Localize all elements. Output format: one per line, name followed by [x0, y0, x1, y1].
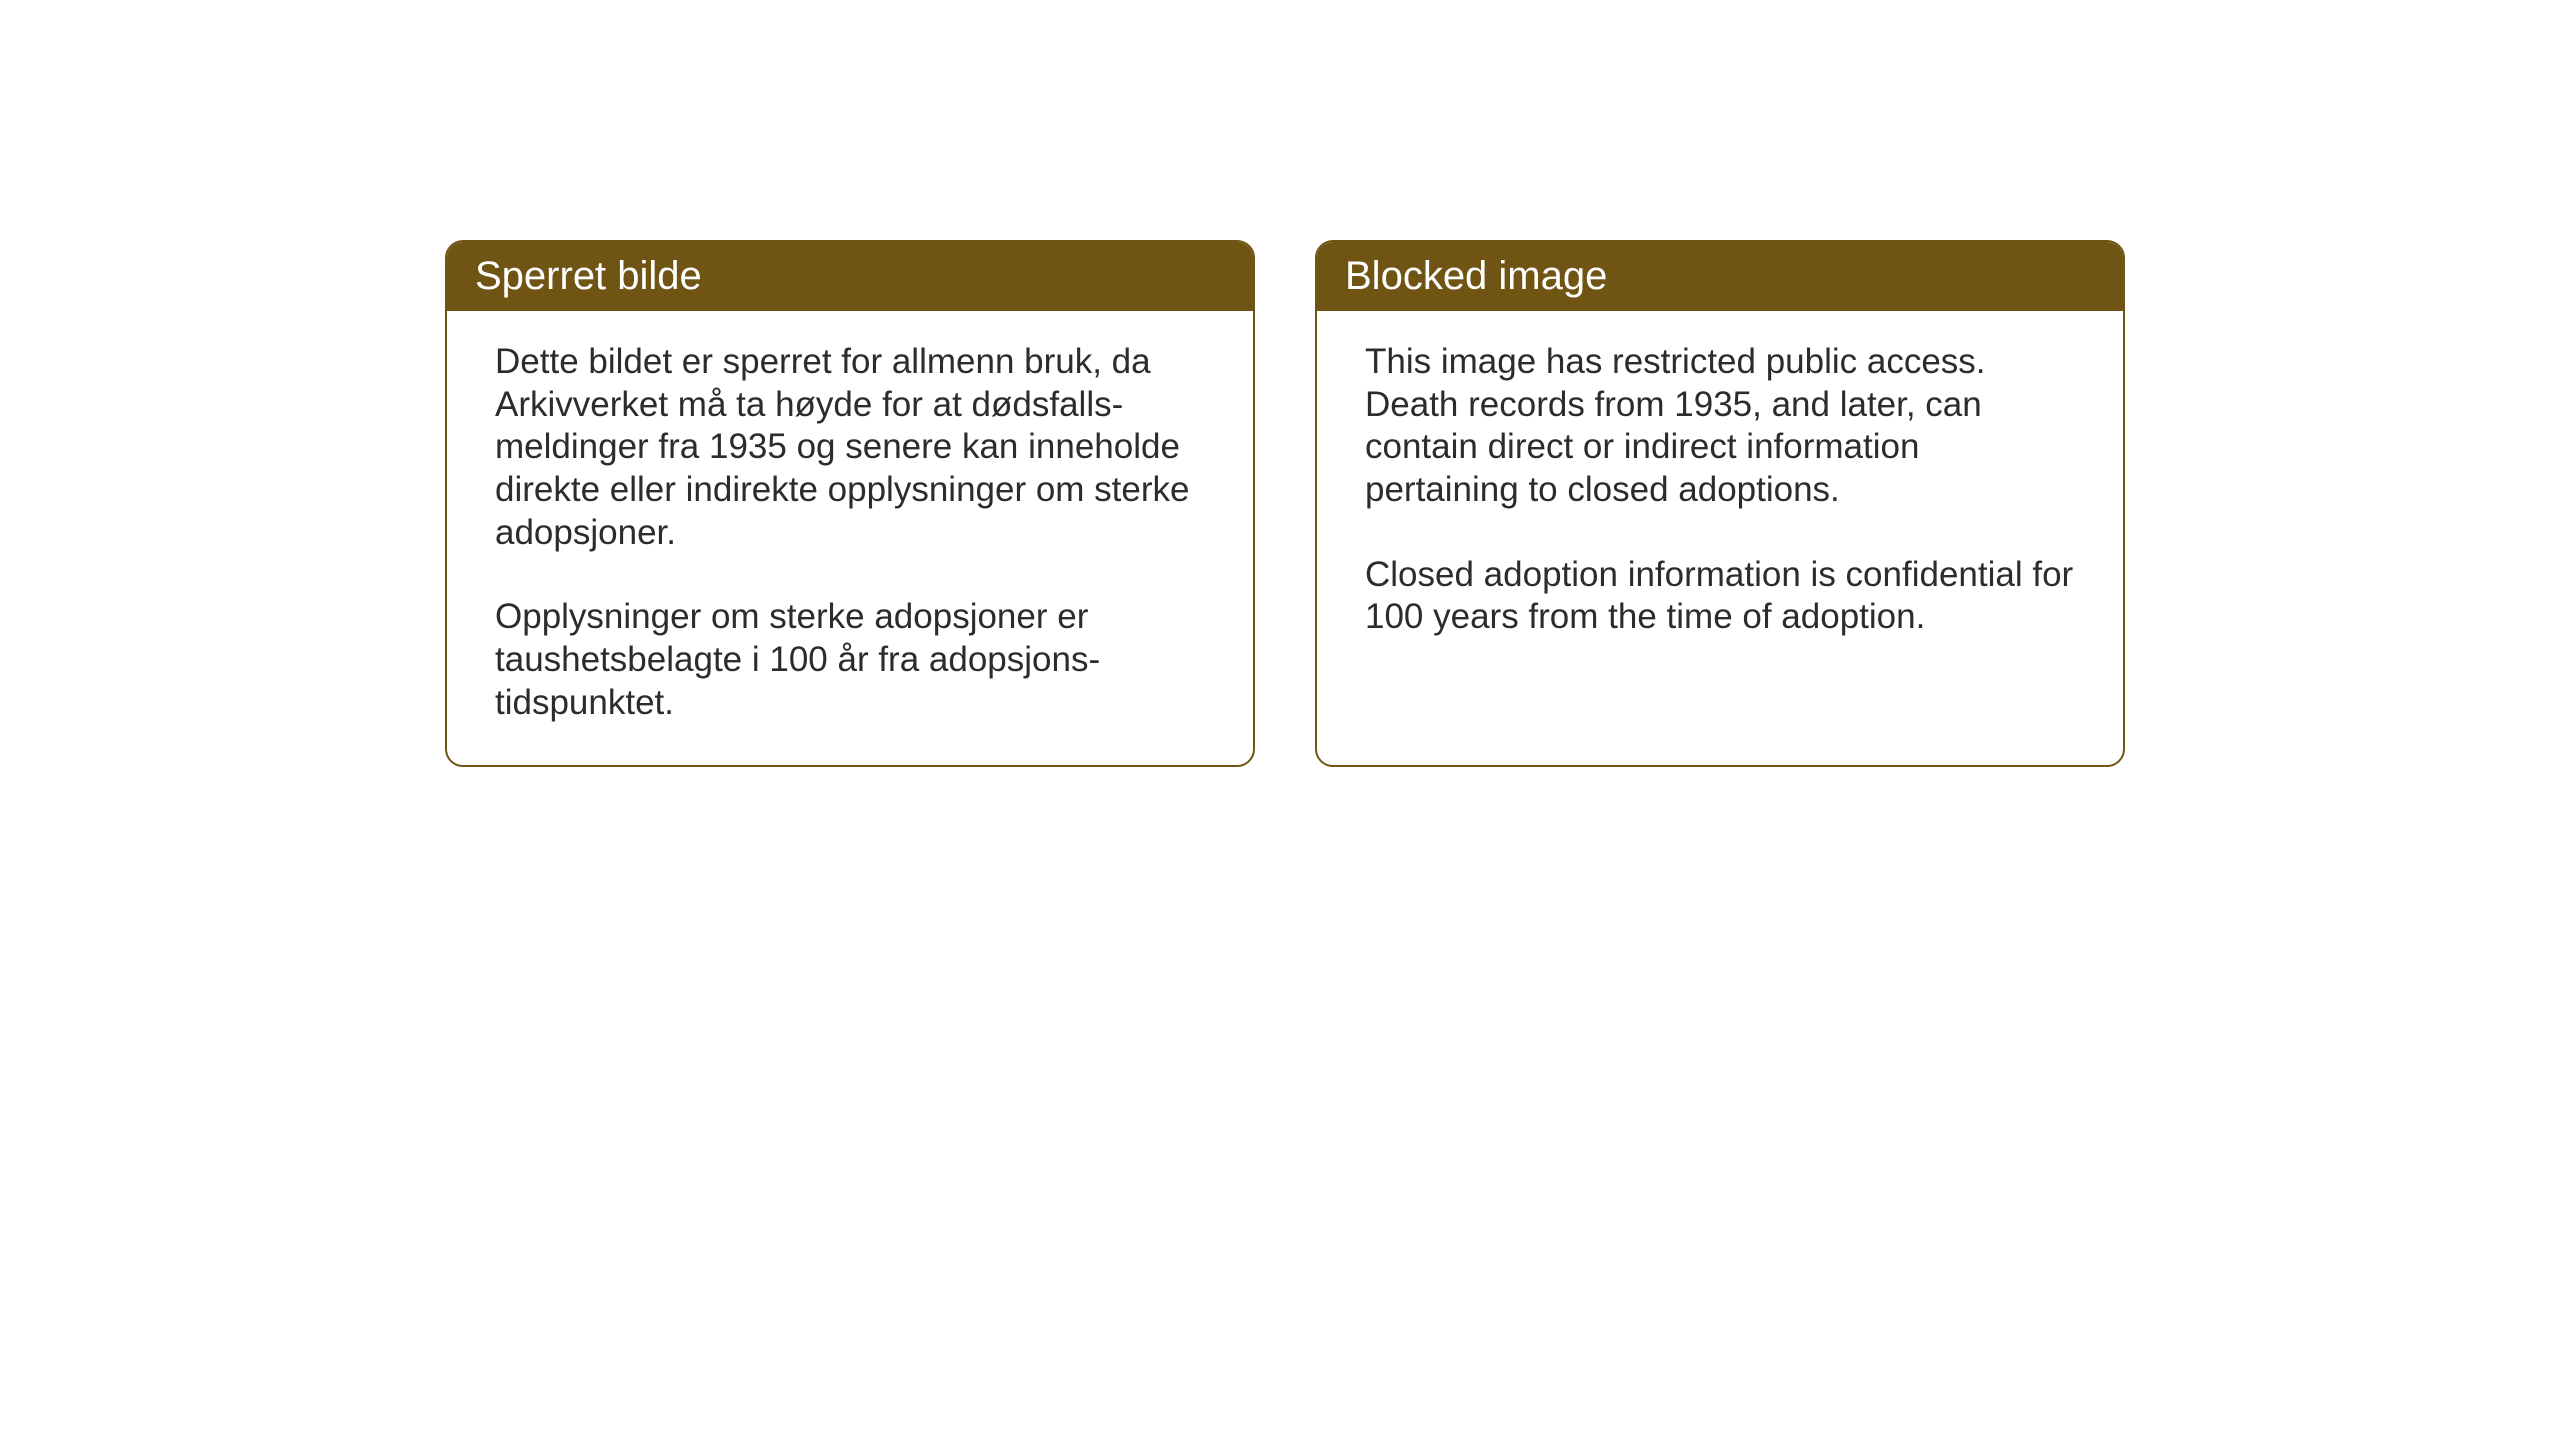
card-english-body: This image has restricted public access.…: [1317, 311, 2123, 731]
card-english-paragraph-1: This image has restricted public access.…: [1365, 341, 2075, 512]
cards-container: Sperret bilde Dette bildet er sperret fo…: [445, 240, 2125, 767]
card-english-title: Blocked image: [1345, 254, 1607, 298]
card-norwegian-paragraph-1: Dette bildet er sperret for allmenn bruk…: [495, 341, 1205, 554]
card-norwegian-title: Sperret bilde: [475, 254, 702, 298]
card-norwegian-body: Dette bildet er sperret for allmenn bruk…: [447, 311, 1253, 765]
card-norwegian-paragraph-2: Opplysninger om sterke adopsjoner er tau…: [495, 596, 1205, 724]
card-english: Blocked image This image has restricted …: [1315, 240, 2125, 767]
card-english-paragraph-2: Closed adoption information is confident…: [1365, 554, 2075, 639]
card-norwegian: Sperret bilde Dette bildet er sperret fo…: [445, 240, 1255, 767]
card-english-header: Blocked image: [1317, 242, 2123, 311]
card-norwegian-header: Sperret bilde: [447, 242, 1253, 311]
